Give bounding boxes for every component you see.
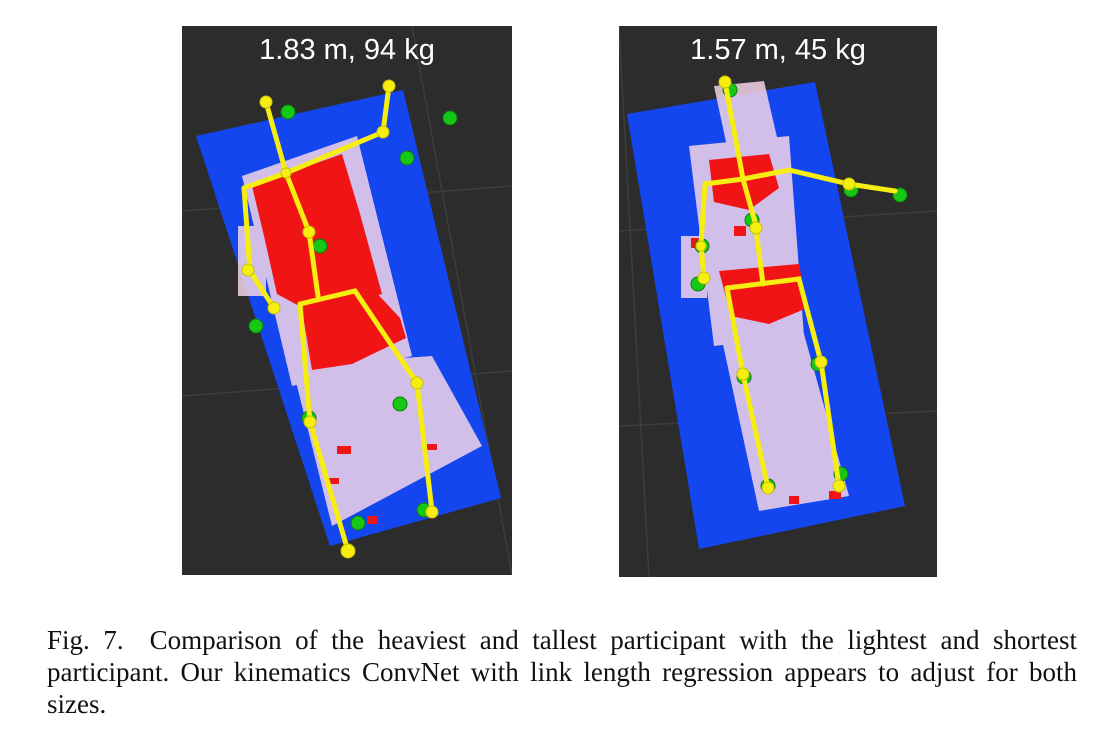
skeleton-joints: [241, 79, 439, 559]
figure-caption: Fig. 7. Comparison of the heaviest and ta…: [47, 624, 1077, 720]
floor-grid-line: [619, 26, 650, 577]
left-scene: [182, 26, 512, 575]
left-visualization-panel: 1.83 m, 94 kg: [182, 26, 512, 575]
right-visualization-panel: 1.57 m, 45 kg: [619, 26, 937, 577]
skeleton-joints: [695, 75, 856, 495]
pressure-high-regions: [252, 154, 437, 524]
caption-text: Comparison of the heaviest and tallest p…: [47, 625, 1077, 719]
left-panel-label: 1.83 m, 94 kg: [259, 34, 435, 66]
right-scene: [619, 26, 937, 577]
figure-label: Fig. 7.: [47, 625, 124, 655]
right-panel-label: 1.57 m, 45 kg: [690, 34, 866, 66]
ground-truth-markers: [248, 104, 458, 531]
